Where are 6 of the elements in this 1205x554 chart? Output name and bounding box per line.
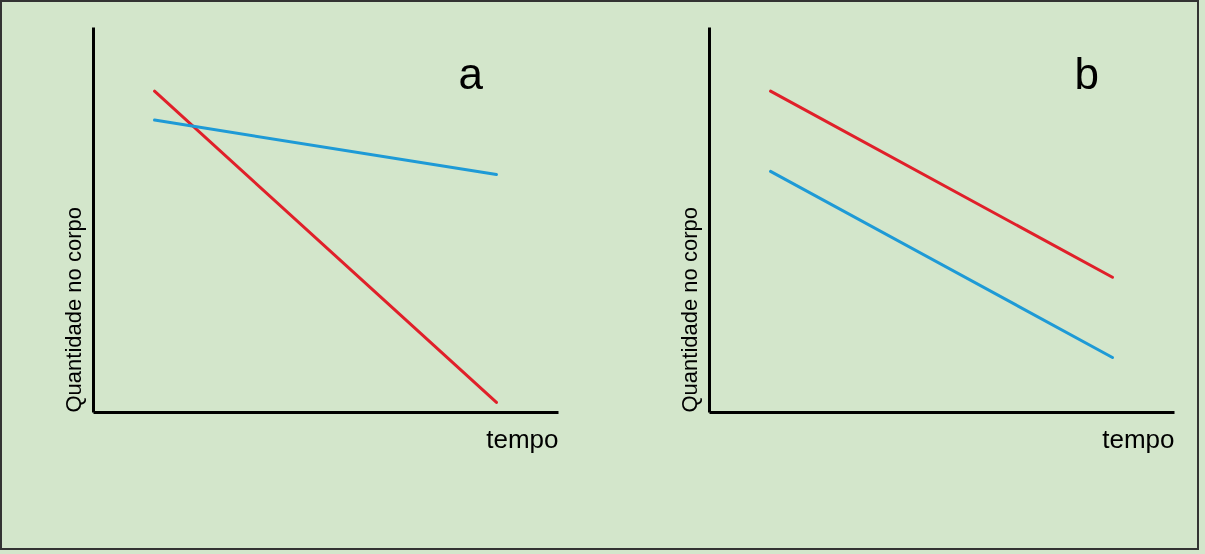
- x-axis-title: tempo: [486, 423, 559, 454]
- y-axis-title: Quantidade no corpo: [60, 207, 86, 413]
- y-axis-title: Quantidade no corpo: [676, 207, 702, 413]
- chart-title: a: [458, 49, 484, 98]
- chart-title: b: [1074, 49, 1099, 98]
- x-axis-title: tempo: [1102, 423, 1175, 454]
